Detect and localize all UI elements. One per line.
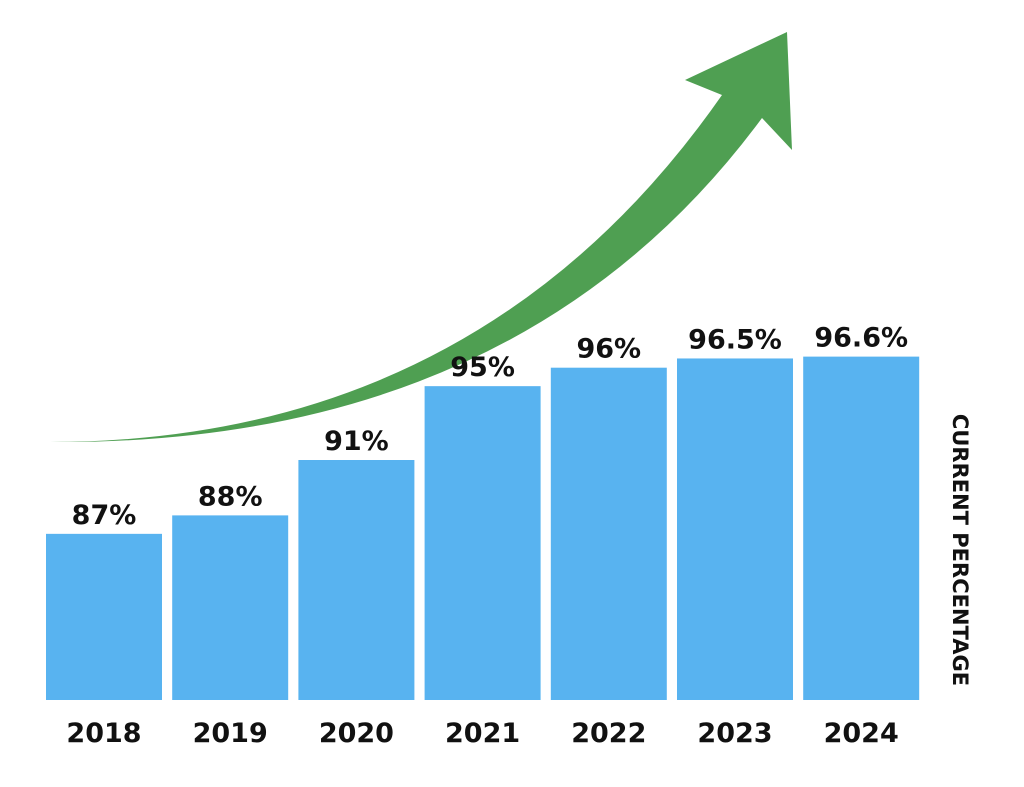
x-tick-label: 2023 [697, 718, 772, 749]
data-label: 96.6% [814, 323, 908, 354]
bar-2023 [677, 358, 793, 700]
x-tick-label: 2021 [445, 718, 520, 749]
bar-2021 [424, 386, 541, 700]
bar-2018 [46, 533, 162, 700]
x-tick-label: 2024 [824, 718, 899, 749]
x-tick-label: 2020 [319, 718, 394, 749]
bar-2019 [172, 515, 289, 700]
data-label: 87% [72, 500, 137, 531]
y-axis-label: CURRENT PERCENTAGE [948, 413, 972, 687]
x-tick-label: 2019 [193, 718, 268, 749]
trend-arrow-icon [50, 32, 792, 443]
bar-2024 [803, 356, 920, 700]
data-label: 95% [450, 352, 515, 383]
data-label: 96% [576, 334, 641, 365]
data-label: 91% [324, 426, 389, 457]
bar-2020 [298, 460, 415, 700]
x-tick-label: 2022 [571, 718, 646, 749]
bar-2022 [550, 367, 667, 700]
data-label: 88% [198, 481, 263, 512]
x-tick-label: 2018 [66, 718, 141, 749]
data-label: 96.5% [688, 324, 782, 355]
